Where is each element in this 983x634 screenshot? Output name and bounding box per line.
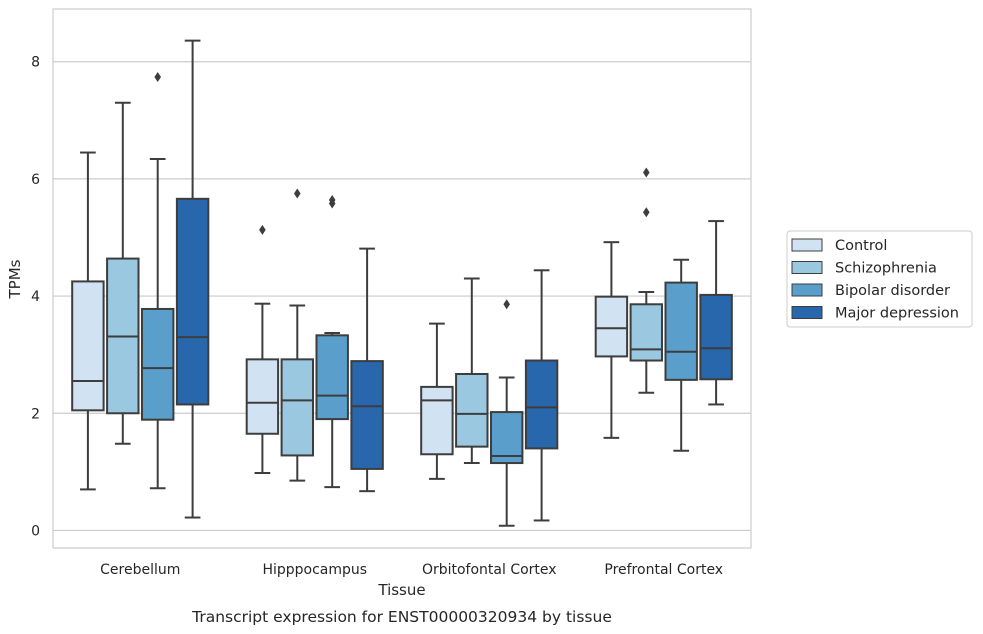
box-iqr <box>455 372 489 448</box>
box-iqr <box>140 307 175 421</box>
box-iqr <box>420 385 454 456</box>
y-tick-label: 0 <box>31 523 40 539</box>
legend-item: Control <box>791 238 887 254</box>
plot-frame <box>52 8 752 549</box>
box-iqr <box>524 359 559 450</box>
legend-item: Major depression <box>791 306 959 322</box>
box-plot <box>455 277 489 465</box>
box-iqr <box>315 334 349 421</box>
box-plots <box>71 39 733 527</box>
box-plot <box>71 151 105 491</box>
legend-swatch <box>791 306 823 319</box>
x-tick-label: Prefrontal Cortex <box>604 562 723 578</box>
legend-item: Schizophrenia <box>791 261 937 277</box>
box-plot <box>420 322 454 480</box>
legend-swatch <box>791 283 823 297</box>
box-plot <box>664 258 698 452</box>
box-iqr <box>699 293 733 381</box>
legend-label: Major depression <box>835 306 959 322</box>
y-axis-label: TPMs <box>6 259 24 299</box>
box-plot <box>175 39 210 519</box>
box-plot <box>315 194 349 489</box>
box-plot <box>629 167 664 394</box>
legend-label: Control <box>835 238 887 254</box>
box-plot <box>106 101 140 445</box>
plot-background <box>53 9 751 548</box>
box-plot <box>350 247 384 493</box>
box-plot <box>594 241 629 439</box>
legend: Control Schizophrenia Bipolar disorder Majo… <box>786 230 973 328</box>
legend-swatch <box>791 261 823 274</box>
legend-label: Bipolar disorder <box>835 283 950 299</box>
y-tick-label: 2 <box>31 406 40 422</box>
y-tick-label: 4 <box>31 289 40 305</box>
box-plot <box>140 71 175 490</box>
x-tick-label: Cerebellum <box>100 562 180 578</box>
outlier-point <box>643 167 650 178</box>
box-iqr <box>664 281 698 381</box>
box-plot <box>699 220 733 406</box>
legend-swatch <box>791 238 823 252</box>
box-iqr <box>629 303 664 362</box>
box-iqr <box>245 358 280 435</box>
x-tick-label: Orbitofontal Cortex <box>422 562 557 578</box>
outlier-point <box>328 194 336 205</box>
box-iqr <box>594 295 629 358</box>
legend-label: Schizophrenia <box>835 261 937 277</box>
outlier-point <box>154 71 161 82</box>
x-tick-labels: Cerebellum Hipppocampus Orbitofontal Corte… <box>100 562 723 578</box>
outlier-point <box>259 224 266 235</box>
box-iqr <box>350 360 384 470</box>
box-iqr <box>280 358 315 457</box>
x-axis-label: Tissue <box>377 581 425 599</box>
outlier-point <box>503 299 510 310</box>
outlier-point <box>294 188 301 199</box>
outlier-point <box>643 207 650 218</box>
legend-item: Bipolar disorder <box>791 283 950 299</box>
legend-frame <box>786 230 973 328</box>
box-iqr <box>71 280 105 412</box>
y-tick-labels: 0 2 4 6 8 <box>31 55 40 540</box>
box-iqr <box>175 197 210 406</box>
box-iqr <box>489 411 524 465</box>
chart-caption: Transcript expression for ENST0000032093… <box>191 608 612 626</box>
box-plot <box>280 188 315 482</box>
box-plot <box>489 299 524 527</box>
box-plot <box>524 269 559 522</box>
box-plot <box>245 224 280 475</box>
y-tick-label: 6 <box>31 172 40 188</box>
y-tick-label: 8 <box>31 55 40 71</box>
x-tick-label: Hipppocampus <box>262 562 367 578</box>
